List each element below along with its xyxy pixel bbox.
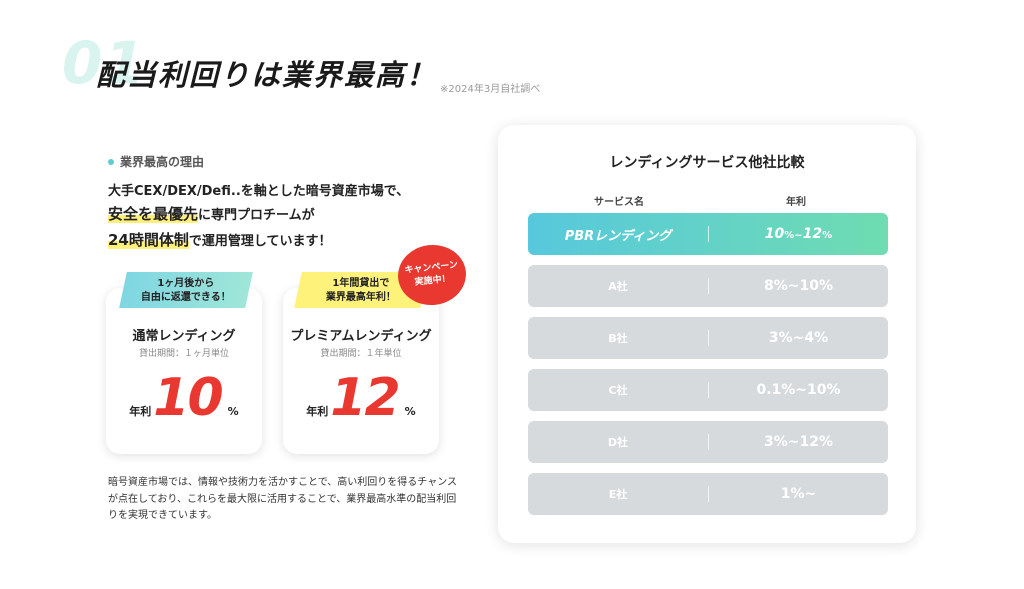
row-rate-value: 0.1%~10% bbox=[756, 382, 841, 398]
row-divider bbox=[708, 486, 709, 502]
comparison-title: レンディングサービス他社比較 bbox=[609, 155, 805, 171]
plan-name-normal: 通常レンディング bbox=[132, 329, 236, 344]
comparison-row: C社 0.1%~10% bbox=[528, 369, 888, 411]
row-rate-value: 3%~12% bbox=[763, 434, 833, 450]
row-divider bbox=[708, 330, 709, 346]
column-header-rate: 年利 bbox=[786, 197, 806, 208]
plan-period-normal: 貸出期間：１ヶ月単位 bbox=[138, 349, 229, 359]
survey-note: ※2024年3月自社調べ bbox=[440, 84, 541, 95]
plan-ribbon-text: 1年間貸出で 業界最高年利！ bbox=[326, 277, 396, 303]
row-service-name: PBRレンディング bbox=[564, 228, 672, 244]
row-service-name: E社 bbox=[608, 488, 628, 501]
rate-to: 12 bbox=[802, 226, 823, 242]
rate-prefix: 年利 bbox=[306, 405, 329, 418]
comparison-row-pbr: PBRレンディング 10%~12% bbox=[528, 213, 888, 255]
comparison-row: E社 1%~ bbox=[528, 473, 888, 515]
row-rate-value: 10%~12% bbox=[709, 226, 888, 242]
comparison-row: A社 8%~10% bbox=[528, 265, 888, 307]
highlight-24h: 24時間体制 bbox=[108, 231, 189, 249]
row-service-name: A社 bbox=[608, 280, 628, 293]
row-service-name: B社 bbox=[608, 332, 628, 345]
description-text: 暗号資産市場では、情報や技術力を活かすことで、高い利回りを得るチャンスが点在して… bbox=[108, 477, 457, 521]
column-header-service: サービス名 bbox=[594, 197, 644, 208]
reason-line-2: 安全を最優先に専門プロチームが bbox=[108, 203, 315, 224]
reason-heading: 業界最高の理由 bbox=[108, 153, 204, 170]
plan-rate-normal: 年利 10 % bbox=[106, 372, 262, 424]
plan-ribbon-text: 1ヶ月後から 自由に返還できる！ bbox=[141, 277, 231, 303]
rate-suffix: % bbox=[227, 405, 239, 418]
rate-value: 10 bbox=[153, 368, 223, 428]
reason-line-1: 大手CEX/DEX/Defi..を軸とした暗号資産市場で、 bbox=[108, 184, 410, 199]
rate-prefix: 年利 bbox=[129, 405, 152, 418]
row-divider bbox=[708, 278, 709, 294]
plan-name-premium: プレミアムレンディング bbox=[290, 329, 432, 344]
comparison-row: B社 3%~4% bbox=[528, 317, 888, 359]
row-divider bbox=[708, 226, 709, 242]
reason-line-2-rest: に専門プロチームが bbox=[198, 208, 315, 223]
bullet-dot-icon bbox=[108, 158, 114, 165]
plan-rate-premium: 年利 12 % bbox=[283, 372, 439, 424]
row-rate-value: 8%~10% bbox=[763, 278, 833, 294]
plan-card-normal bbox=[106, 288, 262, 454]
row-service-name: C社 bbox=[608, 384, 628, 397]
rate-from: 10 bbox=[764, 226, 785, 242]
rate-from-pct: % bbox=[784, 230, 795, 241]
row-divider bbox=[708, 382, 709, 398]
reason-heading-text: 業界最高の理由 bbox=[120, 155, 205, 169]
section-number: 01 bbox=[62, 29, 147, 97]
reason-line-3-rest: で運用管理しています！ bbox=[188, 234, 332, 249]
rate-suffix: % bbox=[404, 405, 416, 418]
comparison-row: D社 3%~12% bbox=[528, 421, 888, 463]
plan-card-premium bbox=[283, 288, 439, 454]
row-service-name: D社 bbox=[607, 436, 629, 449]
plan-period-premium: 貸出期間：１年単位 bbox=[320, 349, 402, 359]
row-divider bbox=[708, 434, 709, 450]
rate-to-pct: % bbox=[822, 230, 833, 241]
page-title: 配当利回りは業界最高！ bbox=[96, 58, 438, 92]
row-rate-value: 1%~ bbox=[780, 486, 817, 502]
row-rate-value: 3%~4% bbox=[768, 330, 829, 346]
highlight-safety: 安全を最優先 bbox=[108, 205, 199, 223]
rate-value: 12 bbox=[330, 368, 400, 428]
plan-ribbon-normal: 1ヶ月後から 自由に返還できる！ bbox=[119, 272, 253, 308]
reason-line-3: 24時間体制で運用管理しています！ bbox=[108, 229, 332, 250]
rate-sep: ~ bbox=[794, 230, 803, 241]
